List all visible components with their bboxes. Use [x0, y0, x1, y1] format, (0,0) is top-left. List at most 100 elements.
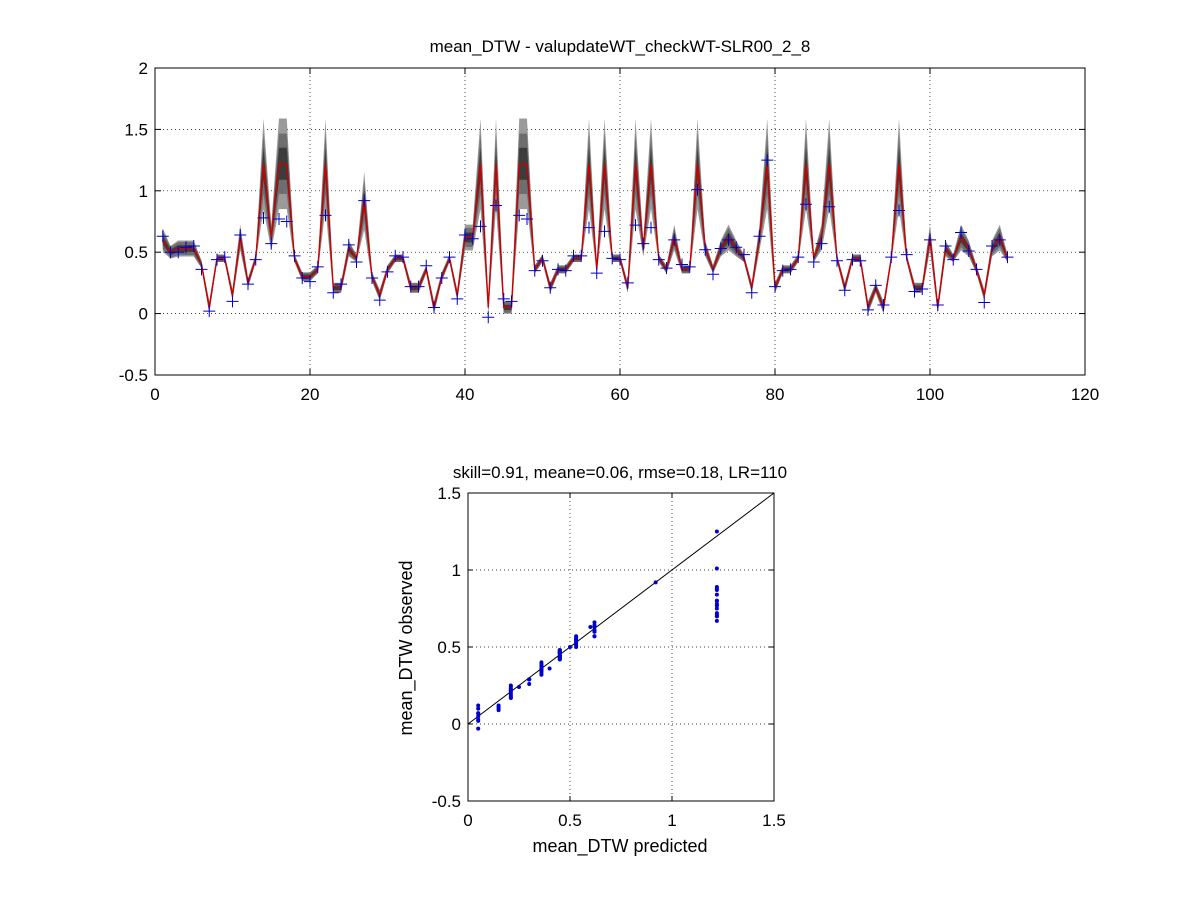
- scatter-ytick-label: -0.5: [432, 792, 461, 811]
- scatter-point: [592, 629, 597, 634]
- timeseries-ytick-label: -0.5: [119, 366, 148, 385]
- observed-marker: [939, 240, 952, 253]
- scatter-point: [714, 603, 719, 608]
- scatter-point: [508, 683, 513, 688]
- scatter-xtick-label: 1.5: [762, 811, 786, 830]
- predicted-mean-line: [162, 163, 1009, 311]
- observed-marker: [544, 281, 557, 294]
- scatter-point: [476, 703, 481, 708]
- observed-marker: [800, 198, 812, 211]
- scatter-point: [476, 726, 481, 731]
- observed-marker: [869, 279, 882, 292]
- observed-marker: [358, 194, 371, 207]
- timeseries-xtick-label: 120: [1071, 385, 1099, 404]
- observed-marker: [451, 292, 464, 305]
- observed-marker: [265, 237, 278, 250]
- timeseries-xtick-label: 60: [611, 385, 630, 404]
- observed-marker: [180, 241, 192, 254]
- timeseries-ticks: 0 20 40 60 80 100 120-0.500.511.52: [119, 59, 1099, 404]
- observed-marker: [443, 251, 456, 264]
- observed-marker: [420, 259, 433, 272]
- scatter-point: [557, 648, 562, 653]
- observed-marker: [621, 276, 634, 289]
- scatter-title: skill=0.91, meane=0.06, rmse=0.18, LR=11…: [453, 463, 787, 482]
- timeseries-ytick-label: 2: [139, 59, 148, 78]
- observed-marker: [242, 278, 254, 291]
- observed-marker: [389, 249, 402, 262]
- observed-marker: [761, 154, 774, 167]
- observed-marker: [187, 240, 200, 253]
- observed-marker: [877, 299, 890, 312]
- scatter-point: [527, 677, 532, 682]
- scatter-point: [714, 606, 719, 611]
- timeseries-xtick-label: 20: [301, 385, 320, 404]
- observed-marker: [660, 262, 673, 275]
- observed-marker: [738, 248, 750, 261]
- observed-marker: [970, 263, 983, 276]
- timeseries-xtick-label: 0: [150, 385, 159, 404]
- observed-marker: [862, 303, 874, 316]
- observed-marker: [172, 246, 185, 259]
- scatter-point: [714, 592, 719, 597]
- observed-marker: [559, 264, 572, 277]
- scatter-point: [714, 614, 719, 619]
- scatter-point: [714, 588, 719, 593]
- observed-marker: [885, 251, 898, 264]
- observed-marker: [722, 233, 735, 246]
- timeseries-ytick-label: 1.5: [124, 120, 148, 139]
- scatter-grid: [468, 493, 774, 801]
- observed-marker: [311, 260, 324, 273]
- observed-marker: [978, 296, 991, 309]
- observed-marker: [552, 263, 564, 276]
- observed-marker: [397, 251, 409, 264]
- scatter-point: [574, 634, 579, 639]
- scatter-point: [714, 611, 719, 616]
- observed-marker: [249, 253, 262, 266]
- spread-band-middle: [162, 133, 1008, 313]
- scatter-point: [508, 694, 513, 699]
- observed-marker: [590, 267, 603, 280]
- observed-marker: [474, 220, 487, 233]
- observed-marker: [575, 249, 588, 262]
- observed-marker: [257, 211, 270, 224]
- scatter-xtick-label: 1: [667, 811, 676, 830]
- scatter-point: [714, 566, 719, 571]
- scatter-point: [476, 711, 481, 716]
- scatter-point: [547, 666, 552, 671]
- observed-marker: [373, 294, 386, 307]
- observed-marker: [652, 253, 665, 266]
- observed-marker: [745, 286, 758, 299]
- scatter-ytick-label: 0: [452, 715, 461, 734]
- observed-marker: [203, 305, 216, 318]
- scatter-point: [539, 666, 544, 671]
- scatter-point: [527, 681, 532, 686]
- observed-marker: [466, 232, 479, 245]
- observed-marker: [296, 271, 309, 284]
- scatter-xlabel: mean_DTW predicted: [532, 836, 707, 857]
- scatter-point: [574, 637, 579, 642]
- scatter-point: [539, 663, 544, 668]
- scatter-point: [557, 654, 562, 659]
- scatter-point: [496, 708, 501, 713]
- observed-marker: [435, 271, 448, 284]
- observed-marker: [962, 244, 975, 257]
- scatter-point: [476, 706, 481, 711]
- scatter-point: [714, 598, 719, 603]
- observed-marker: [931, 299, 944, 312]
- observed-marker: [792, 251, 805, 264]
- scatter-point: [592, 624, 597, 629]
- scatter-ytick-label: 1: [452, 561, 461, 580]
- observed-marker: [234, 229, 247, 242]
- scatter-point: [539, 660, 544, 665]
- observed-marker: [428, 301, 440, 314]
- observed-marker: [412, 280, 425, 293]
- observed-marker: [823, 200, 836, 213]
- observed-marker: [1001, 251, 1014, 264]
- observed-marker: [645, 221, 657, 234]
- scatter-point: [508, 686, 513, 691]
- scatter-ytick-label: 1.5: [437, 484, 461, 503]
- observed-marker: [273, 213, 285, 226]
- observed-marker: [947, 253, 960, 266]
- observed-marker: [304, 275, 316, 288]
- observed-marker: [195, 263, 208, 276]
